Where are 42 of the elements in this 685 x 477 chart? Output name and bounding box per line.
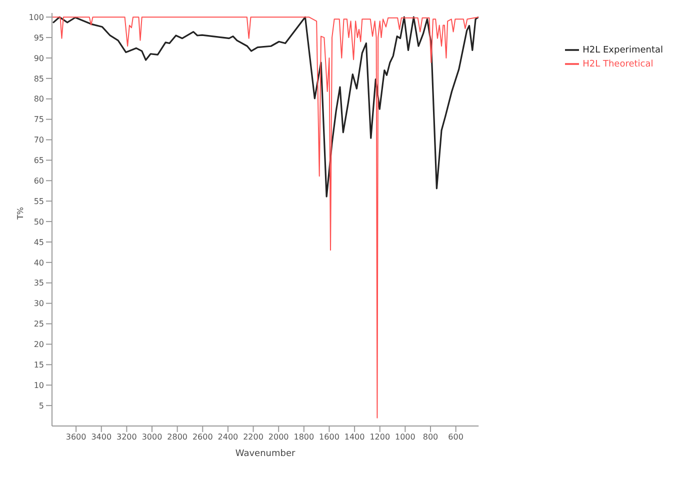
y-tick-label: 65 (34, 156, 44, 166)
x-tick-label: 2000 (268, 432, 289, 442)
y-tick-label: 80 (34, 94, 44, 104)
y-tick-label: 90 (34, 54, 44, 63)
line-series (52, 16, 479, 418)
y-tick-label: 100 (28, 12, 44, 22)
y-tick-label: 25 (34, 320, 44, 329)
x-tick-label: 1200 (370, 432, 390, 442)
x-tick-label: 600 (448, 432, 464, 442)
legend-label: H2L Experimental (582, 45, 663, 56)
x-tick-label: 2600 (192, 432, 213, 442)
y-tick-label: 20 (34, 340, 44, 350)
x-tick-label: 3000 (142, 432, 162, 442)
x-tick-label: 2800 (167, 432, 188, 442)
legend-label: H2L Theoretical (582, 59, 654, 70)
x-tick-label: 1600 (319, 432, 340, 442)
y-tick-label: 60 (34, 176, 44, 186)
y-tick-label: 70 (34, 136, 44, 145)
y-tick-label: 10 (34, 380, 44, 390)
x-tick-label: 3400 (91, 432, 112, 442)
y-tick-label: 5 (38, 401, 44, 410)
y-tick-label: 50 (34, 217, 44, 226)
x-axis-title: Wavenumber (235, 449, 296, 459)
x-tick-label: 2200 (243, 432, 264, 442)
y-tick-label: 35 (34, 278, 44, 288)
x-tick-label: 3600 (66, 432, 86, 442)
x-tick-label: 1000 (395, 432, 416, 442)
x-tick-label: 3200 (116, 432, 137, 442)
y-tick-label: 95 (34, 33, 44, 42)
y-tick-label: 75 (34, 115, 44, 124)
y-tick-label: 55 (34, 196, 44, 206)
y-axis-title: T% (16, 206, 25, 220)
x-tick-label: 800 (422, 432, 438, 442)
x-tick-label: 1800 (294, 432, 314, 442)
x-tick-label: 1400 (344, 432, 365, 442)
y-tick-label: 85 (34, 74, 44, 84)
y-tick-label: 15 (34, 360, 44, 370)
x-tick-label: 2400 (218, 432, 238, 442)
y-tick-label: 40 (34, 258, 44, 268)
y-tick-label: 30 (34, 299, 44, 308)
line-series (52, 16, 479, 198)
y-tick-label: 45 (34, 238, 44, 247)
